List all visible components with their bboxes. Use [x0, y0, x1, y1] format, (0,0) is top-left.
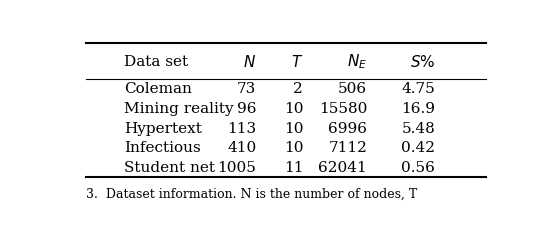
Text: 15580: 15580 [319, 102, 367, 116]
Text: $N_E$: $N_E$ [347, 52, 367, 71]
Text: 4.75: 4.75 [402, 82, 436, 96]
Text: Mining reality: Mining reality [124, 102, 234, 116]
Text: 62041: 62041 [318, 160, 367, 174]
Text: 73: 73 [237, 82, 256, 96]
Text: 11: 11 [284, 160, 303, 174]
Text: 6996: 6996 [328, 121, 367, 135]
Text: Coleman: Coleman [124, 82, 192, 96]
Text: 10: 10 [284, 141, 303, 155]
Text: 0.56: 0.56 [402, 160, 436, 174]
Text: 10: 10 [284, 121, 303, 135]
Text: $T$: $T$ [291, 54, 303, 70]
Text: Hypertext: Hypertext [124, 121, 202, 135]
Text: 410: 410 [227, 141, 256, 155]
Text: 96: 96 [237, 102, 256, 116]
Text: 16.9: 16.9 [402, 102, 436, 116]
Text: 5.48: 5.48 [402, 121, 436, 135]
Text: $N$: $N$ [243, 54, 256, 70]
Text: 1005: 1005 [217, 160, 256, 174]
Text: Student net: Student net [124, 160, 215, 174]
Text: 0.42: 0.42 [402, 141, 436, 155]
Text: 3.  Dataset information. N is the number of nodes, T: 3. Dataset information. N is the number … [86, 187, 417, 200]
Text: 2: 2 [294, 82, 303, 96]
Text: 506: 506 [338, 82, 367, 96]
Text: Infectious: Infectious [124, 141, 201, 155]
Text: 113: 113 [227, 121, 256, 135]
Text: 10: 10 [284, 102, 303, 116]
Text: 7112: 7112 [328, 141, 367, 155]
Text: Data set: Data set [124, 55, 188, 68]
Text: $S\%$: $S\%$ [410, 54, 436, 70]
